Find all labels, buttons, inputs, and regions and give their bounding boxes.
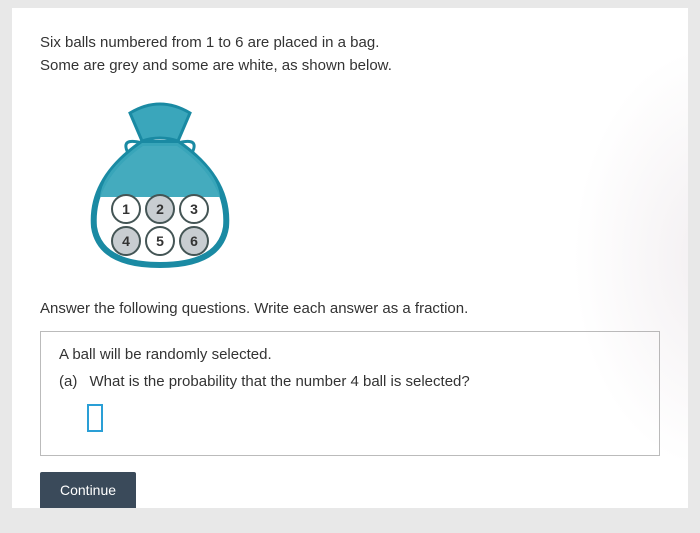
question-lead: A ball will be randomly selected. bbox=[59, 346, 641, 363]
instruction-text: Answer the following questions. Write ea… bbox=[40, 300, 660, 317]
intro-text: Six balls numbered from 1 to 6 are place… bbox=[40, 32, 660, 77]
continue-button[interactable]: Continue bbox=[40, 472, 136, 508]
ball-label-5: 5 bbox=[156, 233, 164, 249]
ball-label-1: 1 bbox=[122, 201, 130, 217]
bag-shading bbox=[100, 143, 220, 197]
intro-line1: Six balls numbered from 1 to 6 are place… bbox=[40, 32, 660, 55]
bag-top bbox=[130, 104, 190, 141]
question-part-a: (a) What is the probability that the num… bbox=[59, 373, 641, 390]
ball-label-4: 4 bbox=[122, 233, 130, 249]
ball-label-6: 6 bbox=[190, 233, 198, 249]
part-label: (a) bbox=[59, 373, 77, 390]
intro-line2: Some are grey and some are white, as sho… bbox=[40, 55, 660, 78]
ball-label-3: 3 bbox=[190, 201, 198, 217]
answer-input[interactable] bbox=[87, 404, 103, 432]
question-box: A ball will be randomly selected. (a) Wh… bbox=[40, 331, 660, 456]
bag-illustration: 1 2 3 4 5 6 bbox=[80, 101, 240, 271]
question-page: Six balls numbered from 1 to 6 are place… bbox=[12, 8, 688, 508]
question-text: What is the probability that the number … bbox=[90, 373, 470, 390]
ball-label-2: 2 bbox=[156, 201, 164, 217]
